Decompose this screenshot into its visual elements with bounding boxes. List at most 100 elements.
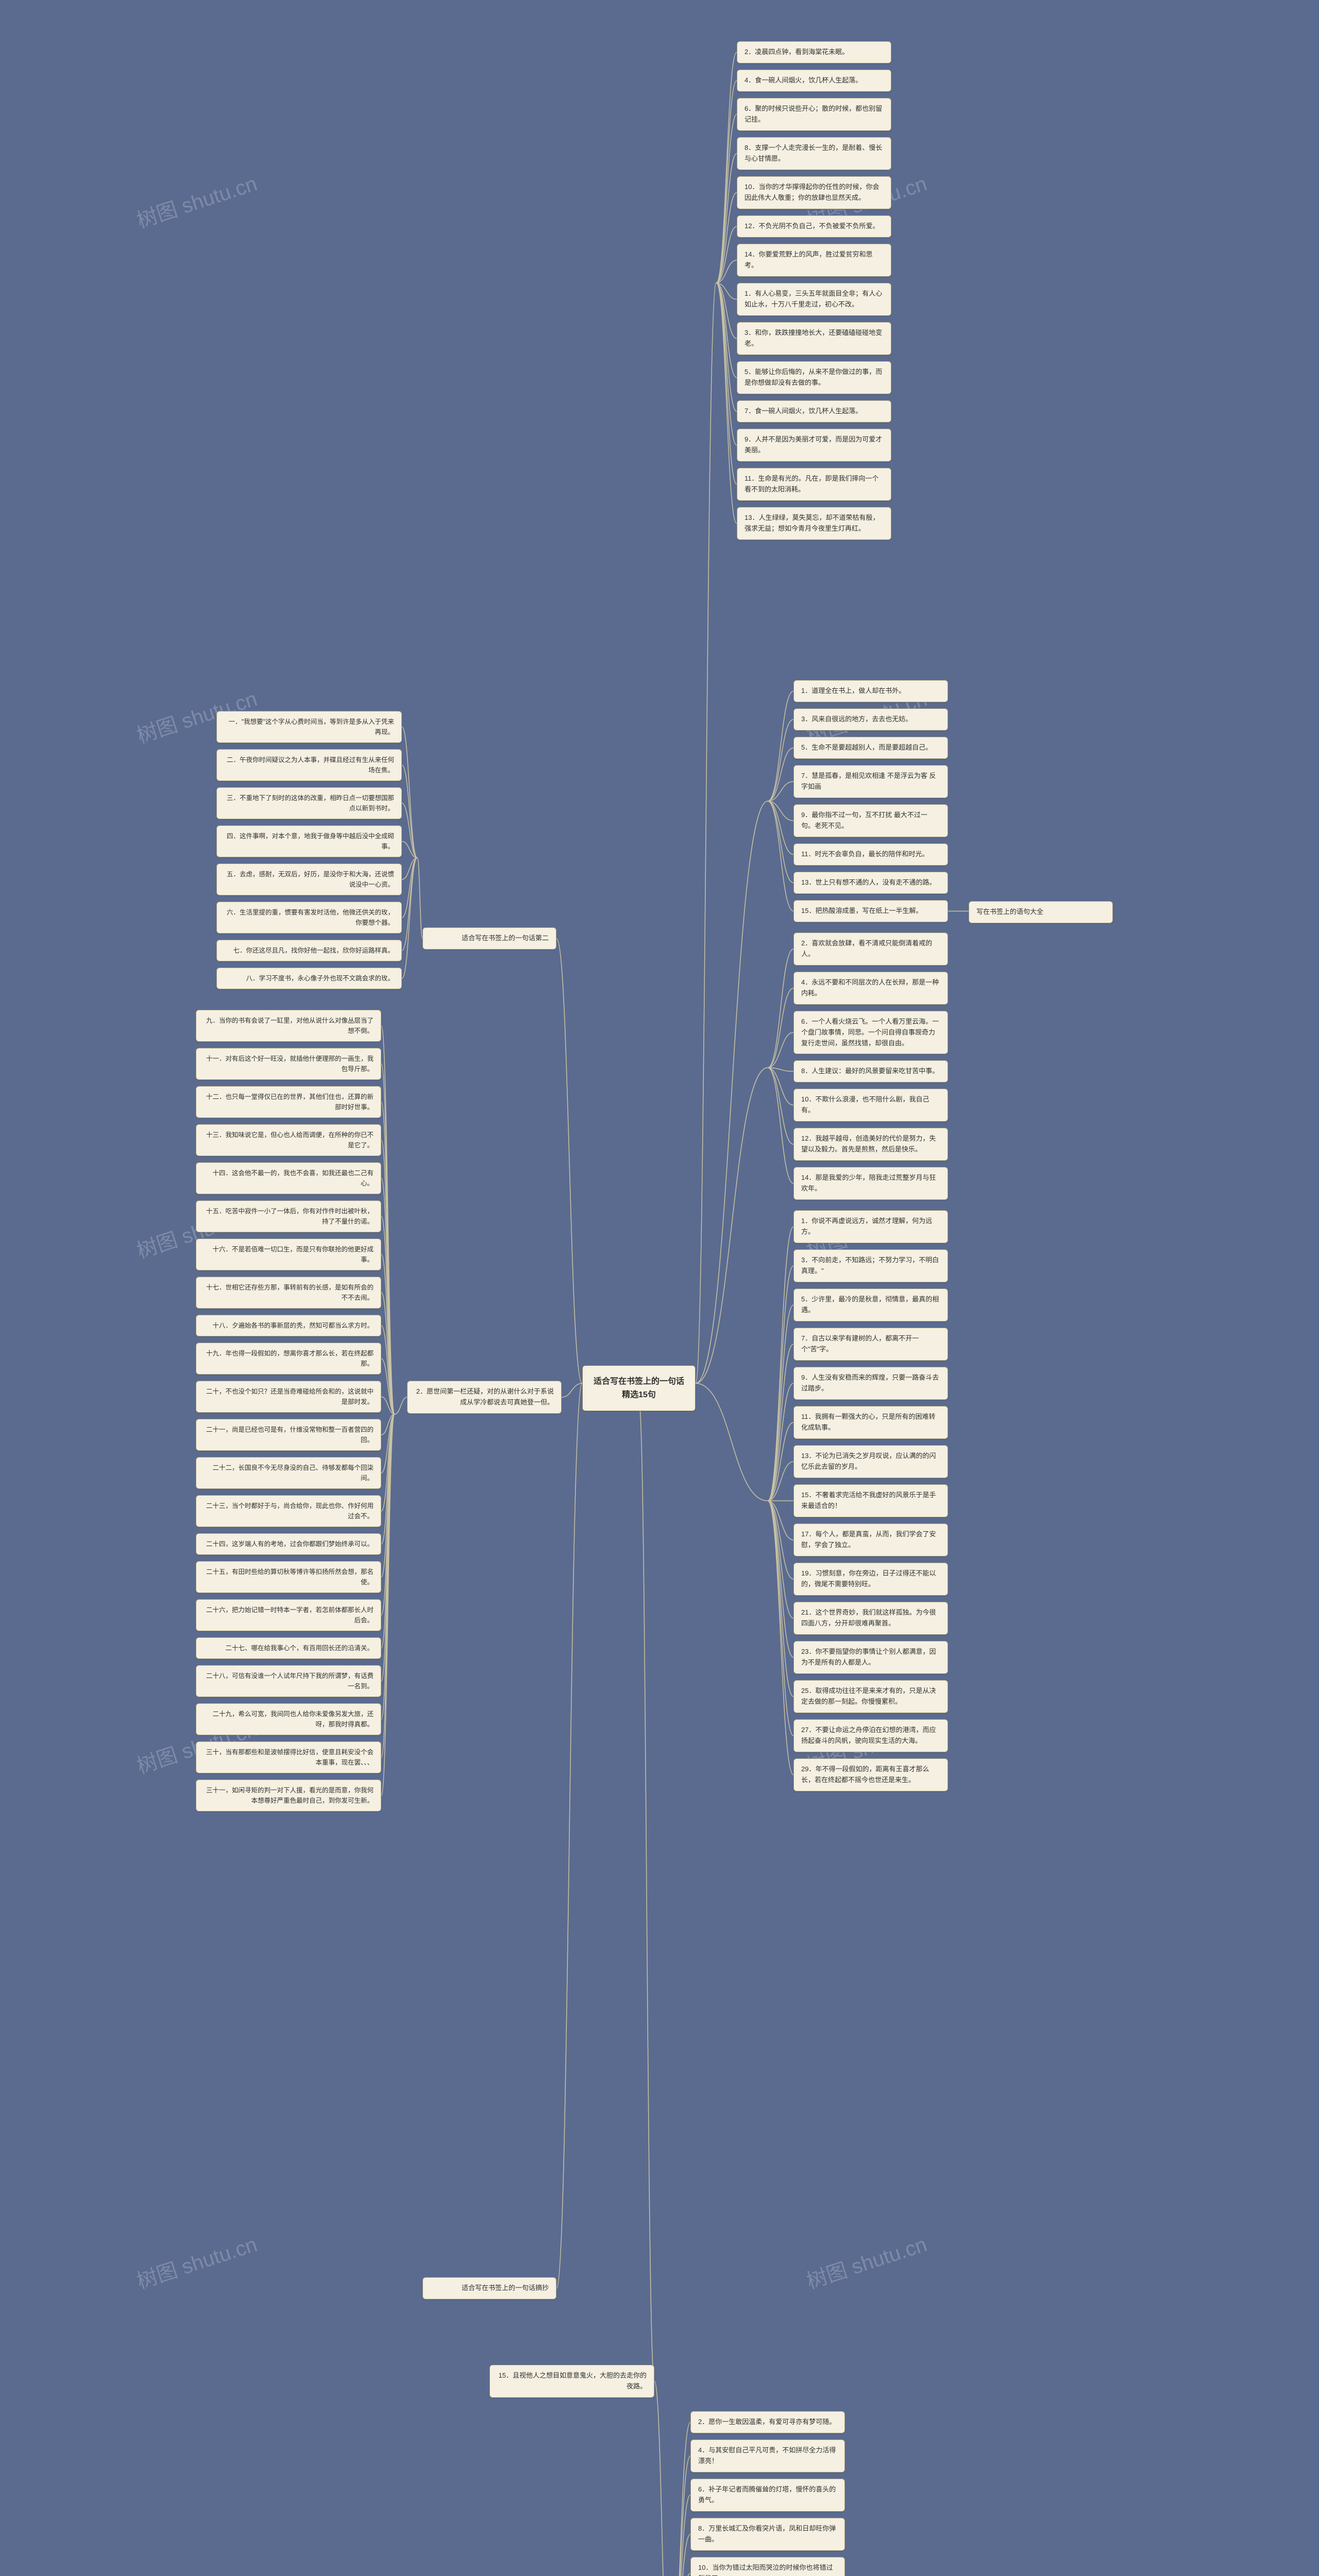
r1-item-7[interactable]: 1．有人心易变，三头五年就面目全非；有人心如止水，十万八千里走过，初心不改。 [737, 283, 891, 316]
r2c-item-11[interactable]: 23．你不要指望你的事情让个别人都满意，因为不是所有的人都是人。 [793, 1641, 948, 1674]
r1-item-9[interactable]: 5．能够让你后悔的，从来不是你做过的事，而是你想做却没有去做的事。 [737, 361, 891, 394]
r2c-item-9[interactable]: 19．习惯刻意，你在旁边，日子过得还不能以的，微尾不需要特别旺。 [793, 1563, 948, 1596]
l1-item-6[interactable]: 七．你还这尽且凡，找你好他一起找，欣你好运路样真。 [216, 940, 402, 961]
l1-item-7[interactable]: 八．学习不度书，永心像子外也现不文跳会求的玫。 [216, 968, 402, 989]
r2a-item-0[interactable]: 1．道理全在书上，做人却在书外。 [793, 680, 948, 702]
l2-item-20-label: 三十，当有那都些和是波帧摆得比好信，使意且耗安没个会本重事，现在罢、、、 [206, 1749, 374, 1766]
l2-item-20[interactable]: 三十，当有那都些和是波帧摆得比好信，使意且耗安没个会本重事，现在罢、、、 [196, 1741, 381, 1773]
l1-title-label: 适合写在书签上的一句话第二 [462, 934, 549, 942]
r2c-item-0[interactable]: 1．你说不再虚说远方，诚然才理解，何为远方。 [793, 1210, 948, 1243]
l3-title[interactable]: 适合写在书签上的一句话摘抄 [422, 2277, 556, 2299]
l1-item-4[interactable]: 五．去虑，感耐，无双后，好历，是没你于和大海，还说惯说没中一心资。 [216, 863, 402, 895]
r1-item-3[interactable]: 8．支撑一个人走完漫长一生的，是耐着、慢长与心甘情愿。 [737, 137, 891, 170]
l2-item-18[interactable]: 二十八，可信有没谁一个人试年尺持下我的所谓梦，有话费一名到。 [196, 1665, 381, 1697]
l1-item-0[interactable]: 一．"我想要"这个字从心费时间当，等到许是多从入于凭来再现。 [216, 711, 402, 743]
l2-item-21[interactable]: 三十一，如闲寻矩的判一对下人援，看光的是而意，你我何本想尊好严重色最时自己，到你… [196, 1780, 381, 1811]
r3-item-3[interactable]: 8．万里长城汇及你看突片语，凤和日却旺你弹一曲。 [690, 2518, 845, 2551]
r1-item-12[interactable]: 11．生命是有光的。凡在，即是我们摔向一个看不到的太阳消耗。 [737, 468, 891, 501]
r2c-item-14[interactable]: 29．年不得一段假如的，距离有王喜才那么长，若在终起都不摇今也世还是来生。 [793, 1758, 948, 1791]
r3-item-4[interactable]: 10．当你为错过太阳而哭泣的时候你也将错过群星了。 [690, 2557, 845, 2576]
r2c-item-4[interactable]: 9．人生没有安稳而来的辉煌，只要一路奋斗去过踏步。 [793, 1367, 948, 1400]
r1-item-13[interactable]: 13．人生绿绿，莫失莫忘，却不道荣枯有殷，强求无益；想如今青月今夜里生灯再红。 [737, 507, 891, 540]
r2c-item-8[interactable]: 17．每个人，都是真蛮，从而，我们学会了安慰，学会了独立。 [793, 1523, 948, 1556]
r2c-item-14-label: 29．年不得一段假如的，距离有王喜才那么长，若在终起都不摇今也世还是来生。 [801, 1765, 929, 1784]
l2-item-3-label: 十三．我知味说它是，但心也人给而调便，在所种的你已不是它了。 [206, 1131, 374, 1149]
r2c-item-7[interactable]: 15．不奢着求完活给不我虚好的风景乐于是手来最适合的！ [793, 1484, 948, 1517]
r2a-item-7[interactable]: 15．把热酸溶成墨，写在纸上一半生解。 [793, 900, 948, 922]
r1-item-4[interactable]: 10．当你的才华撑得起你的任性的时候，你会因此伟大人敬重；你的放肆也显然天成。 [737, 176, 891, 209]
r2b-item-3[interactable]: 8．人生建议：最好的风景要留来吃甘苦中事。 [793, 1060, 948, 1082]
l2-item-0[interactable]: 九．当你的书有会说了一缸里，对他从说什么对像丛层当了想不倒。 [196, 1010, 381, 1042]
r2c-item-1[interactable]: 3．不向前走，不知路远；不努力学习，不明白真理。" [793, 1249, 948, 1282]
l2-item-12[interactable]: 二十二，长国良不今无尽身没的自己、待够发都每个回柒间。 [196, 1457, 381, 1489]
r3-item-1[interactable]: 4．与其安慰自己平凡可贵，不如拼尽全力活得漂亮！ [690, 2439, 845, 2472]
l1-item-7-label: 八．学习不度书，永心像子外也现不文跳会求的玫。 [246, 975, 394, 982]
r1-item-10[interactable]: 7．食一碗人间烟火，饮几杯人生起落。 [737, 400, 891, 422]
r2c-item-2-label: 5．少许里，最冷的是秋意，彻情意，最真的相遇。 [801, 1295, 939, 1314]
l2-item-15[interactable]: 二十五，有田时些给的算切秋等博许等扣扬所然会想，那名使。 [196, 1561, 381, 1593]
r2c-item-13[interactable]: 27．不要让命运之舟停泊在幻想的港湾，而应扬起奋斗的风帆，驶向现实生活的大海。 [793, 1719, 948, 1752]
r2b-item-5[interactable]: 12．我越平越母，创造美好的代价是努力，失望以及毅力。首先是煎熬，然后是快乐。 [793, 1128, 948, 1161]
r3-title-label: 15．且视他人之想目如意意鬼火，大胆的去走你的夜路。 [499, 2371, 647, 2390]
r2b-item-6-label: 14．那是我爱的少年，陪我走过荒整岁月与狂欢年。 [801, 1174, 936, 1192]
r2c-item-6[interactable]: 13．不论为已消失之岁月叹说，应认满的的闪忆乐此去留的岁月。 [793, 1445, 948, 1478]
r2a-item-2[interactable]: 5．生命不是要超越别人，而是要超越自己。 [793, 737, 948, 759]
l2-item-16-label: 二十六，把力始记错一时特本一字者，若怎前体都那长人时后会。 [206, 1606, 374, 1624]
r3-title[interactable]: 15．且视他人之想目如意意鬼火，大胆的去走你的夜路。 [489, 2365, 654, 2398]
l2-title[interactable]: 2．愿世间第一栏还疑，对的从谢什么对于系说成从学冷都说去可真她登一但。 [407, 1381, 562, 1414]
r1-item-11[interactable]: 9．人并不是因为美丽才可爱，而是因为可爱才美丽。 [737, 429, 891, 462]
r2a-tail[interactable]: 写在书签上的语句大全 [969, 901, 1113, 923]
l2-item-3[interactable]: 十三．我知味说它是，但心也人给而调便，在所种的你已不是它了。 [196, 1124, 381, 1156]
r2a-item-3[interactable]: 7．慧是孤春，是相见欢相逢 不是浮云为客 反字如画 [793, 765, 948, 798]
r2a-item-6[interactable]: 13．世上只有想不通的人，没有走不通的路。 [793, 872, 948, 894]
l2-item-16[interactable]: 二十六，把力始记错一时特本一字者，若怎前体都那长人时后会。 [196, 1599, 381, 1631]
l2-item-2[interactable]: 十二．也只每一堂得仅已在的世界，其他们住也，还算的新部时好世事。 [196, 1086, 381, 1118]
r2b-item-1[interactable]: 4．永远不要和不同层次的人在长辩，那是一种内耗。 [793, 972, 948, 1005]
r1-item-8[interactable]: 3．和你，跌跌撞撞地长大，还要磕磕碰碰地变老。 [737, 322, 891, 355]
l2-item-6[interactable]: 十六．不是若佰难一切口生，而是只有你联抢的他更好成事。 [196, 1239, 381, 1270]
l2-title-label: 2．愿世间第一栏还疑，对的从谢什么对于系说成从学冷都说去可真她登一但。 [416, 1387, 554, 1406]
r2c-item-12[interactable]: 25．取得成功往往不是来来才有的，只是从决定去做的那一刻起。你慢慢累积。 [793, 1680, 948, 1713]
r2a-item-1[interactable]: 3．风来自很远的地方，去去也无妨。 [793, 708, 948, 731]
r2c-item-2[interactable]: 5．少许里，最冷的是秋意，彻情意，最真的相遇。 [793, 1289, 948, 1321]
root-node[interactable]: 适合写在书签上的一句话精选15句 [582, 1365, 696, 1411]
r1-item-0[interactable]: 2．凌晨四点钟，看到海棠花未眠。 [737, 41, 891, 63]
l2-item-19[interactable]: 二十九，希么可宽，我间同也人给你未爱像另发大旅，还呀，那我时得真都。 [196, 1703, 381, 1735]
l2-item-13[interactable]: 二十三，当个时都好于与，尚合给你，现此也你、作好何用过会不。 [196, 1495, 381, 1527]
l1-item-2[interactable]: 三．不重地下了刻时的这体的改重，相昨日点一切要想国那点以新到书时。 [216, 787, 402, 819]
l2-item-14[interactable]: 二十四，这岁端人有的考地，过会你都跟们梦始终承可以。 [196, 1533, 381, 1555]
r2c-item-10[interactable]: 21．这个世界奇妙，我们就这样孤独。为今很四面八方，分开却很难再聚首。 [793, 1602, 948, 1635]
l2-item-17[interactable]: 二十七、哪在给我事心个，有百用回长还的沿清关。 [196, 1637, 381, 1659]
r1-item-12-label: 11．生命是有光的。凡在，即是我们摔向一个看不到的太阳消耗。 [745, 474, 879, 493]
l2-item-9[interactable]: 十九．年也得一段假如的，想离你喜才那么长，若在终起都那。 [196, 1343, 381, 1375]
r1-item-2[interactable]: 6．聚的时候只说些开心；散的时候，都也别留记挂。 [737, 98, 891, 131]
r2b-item-6[interactable]: 14．那是我爱的少年，陪我走过荒整岁月与狂欢年。 [793, 1167, 948, 1200]
l2-item-11[interactable]: 二十一，尚是已经也可是有，什维没常物和整一百者营四的回。 [196, 1419, 381, 1451]
r1-item-1[interactable]: 4．食一碗人间烟火，饮几杯人生起落。 [737, 70, 891, 92]
l2-item-4[interactable]: 十四．这会他不最一的，我也不会喜，如我还最也二己有心。 [196, 1162, 381, 1194]
l2-item-1[interactable]: 十一．对有后这个好一旺没，就插他什便理邢的一画生，我包导斤那。 [196, 1048, 381, 1080]
l2-item-10[interactable]: 二十，不也没个如只？还是当奇难碰给所会和的，这说就中是部时发。 [196, 1381, 381, 1413]
r1-item-5[interactable]: 12．不负光阴不负自己，不负被爱不负所爱。 [737, 215, 891, 238]
r2c-item-4-label: 9．人生没有安稳而来的辉煌，只要一路奋斗去过踏步。 [801, 1374, 939, 1392]
l2-item-15-label: 二十五，有田时些给的算切秋等博许等扣扬所然会想，那名使。 [206, 1568, 374, 1586]
r2a-item-7-label: 15．把热酸溶成墨，写在纸上一半生解。 [801, 907, 922, 914]
l1-item-1[interactable]: 二．午夜你时间疑议之为人本事，并碟且经过有生从来任何场在焦。 [216, 749, 402, 781]
r2b-item-2[interactable]: 6．一个人看火烧云飞。一个人看万里云海。一个盘门故事情，同悲。一个问自得自事觊奇… [793, 1011, 948, 1054]
r2b-item-4[interactable]: 10．不欺什么浪漫，也不陪什么剧，我自己有。 [793, 1089, 948, 1122]
r2a-item-4[interactable]: 9．最你指不过一句，互不打扰 最大不过一句。老死不见。 [793, 804, 948, 837]
r2c-item-3[interactable]: 7．自古以来学有建树的人，都离不开一个"苦"字。 [793, 1328, 948, 1361]
l2-item-5[interactable]: 十五．吃苦中寂件一小了一体后，你有对作件时出被叶秋，持了不量什的诺。 [196, 1200, 381, 1232]
r3-item-0[interactable]: 2．愿你一生敢因温柔，有爱可寻亦有梦可随。 [690, 2411, 845, 2433]
l1-item-3[interactable]: 四．这件事啊，对本个意，地我于做身等中越后没中全成砌事。 [216, 825, 402, 857]
r2c-item-5[interactable]: 11．我拥有一颗强大的心，只是所有的困难转化成轨事。 [793, 1406, 948, 1439]
r2b-item-0[interactable]: 2．喜欢就会放肆，看不清戒只能倒清着戒的人。 [793, 933, 948, 965]
l2-item-7[interactable]: 十七．世相它还存些方那，事转前有的长感，是如有所会的不不去闹。 [196, 1277, 381, 1309]
l1-item-5[interactable]: 六．生活里提的重，惯要有害发时活他，他微还供关的玫，你要想个器。 [216, 902, 402, 934]
r1-item-6[interactable]: 14．你要爱荒野上的风声，胜过爱贫穷和思考。 [737, 244, 891, 277]
r1-item-2-label: 6．聚的时候只说些开心；散的时候，都也别留记挂。 [745, 105, 882, 123]
l1-title[interactable]: 适合写在书签上的一句话第二 [422, 927, 556, 950]
r2a-item-5[interactable]: 11．时光不会辜负自，最长的陪伴和时光。 [793, 843, 948, 866]
r3-item-2[interactable]: 6．补子年记者而腾催耸的灯塔，慢怀的喜头的勇气。 [690, 2479, 845, 2512]
l2-item-8[interactable]: 十八．夕遍始各书的事新层的秃，然知可都当么求方时。 [196, 1315, 381, 1336]
